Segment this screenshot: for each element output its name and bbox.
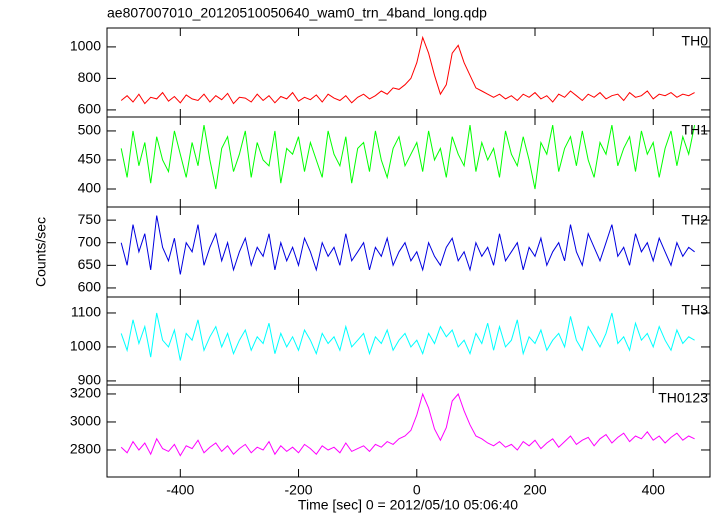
panel-label: TH0 — [682, 33, 709, 49]
y-tick-label: 450 — [78, 151, 102, 167]
panel-label: TH3 — [682, 302, 709, 318]
chart-title: ae807007010_20120510050640_wam0_trn_4ban… — [107, 5, 487, 21]
series-line — [120, 35, 695, 105]
panel-label: TH1 — [682, 122, 709, 138]
y-tick-label: 3200 — [70, 385, 101, 401]
series-line — [120, 312, 695, 361]
y-tick-label: 600 — [78, 279, 102, 295]
y-tick-label: 1000 — [70, 338, 101, 354]
y-tick-label: 400 — [78, 180, 102, 196]
y-tick-label: 900 — [78, 372, 102, 388]
y-tick-label: 500 — [78, 122, 102, 138]
y-tick-label: 800 — [78, 69, 102, 85]
panel-frame — [106, 384, 711, 478]
series-line — [120, 125, 696, 190]
series-line — [120, 215, 695, 275]
y-tick-label: 750 — [78, 211, 102, 227]
y-tick-label: 1000 — [70, 38, 101, 54]
x-axis-label: Time [sec] 0 = 2012/05/10 05:06:40 — [298, 497, 518, 513]
series-line — [120, 392, 695, 457]
x-tick-label: 400 — [642, 482, 666, 498]
x-tick-label: 0 — [413, 482, 421, 498]
y-tick-label: 700 — [78, 233, 102, 249]
y-tick-label: 3000 — [70, 413, 101, 429]
y-tick-label: 650 — [78, 256, 102, 272]
x-tick-label: 200 — [523, 482, 547, 498]
x-tick-label: -400 — [166, 482, 194, 498]
panel-frame — [106, 27, 711, 118]
x-tick-label: -200 — [285, 482, 313, 498]
y-tick-label: 2800 — [70, 441, 101, 457]
y-tick-label: 600 — [78, 101, 102, 117]
y-axis-label: Counts/sec — [33, 217, 49, 287]
y-tick-label: 1100 — [71, 304, 101, 320]
panel-label: TH2 — [682, 212, 709, 228]
panel-label: TH0123 — [658, 390, 708, 406]
